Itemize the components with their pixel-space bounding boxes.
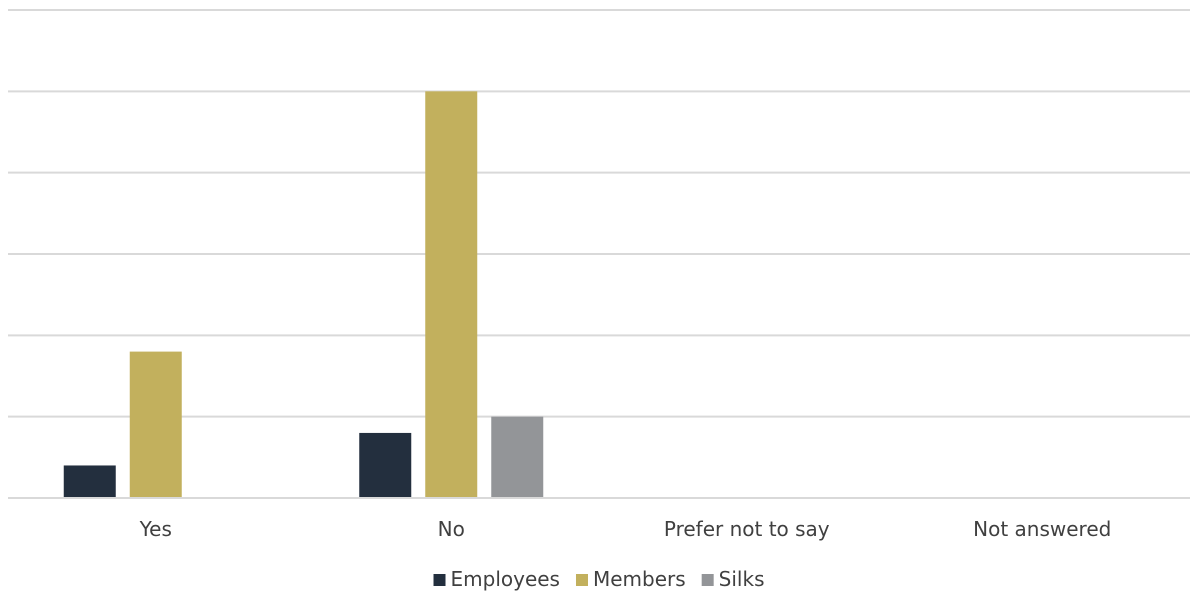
legend-swatch-employees bbox=[433, 574, 446, 586]
x-tick-label: Not answered bbox=[973, 517, 1111, 541]
legend-swatch-members bbox=[575, 574, 588, 586]
x-tick-label: No bbox=[438, 517, 465, 541]
bar-employees-yes bbox=[63, 465, 116, 498]
legend-label: Members bbox=[593, 567, 686, 591]
bar-members-no bbox=[425, 91, 478, 498]
x-tick-label: Yes bbox=[139, 517, 172, 541]
bar-silks-no bbox=[491, 416, 544, 498]
x-axis: Yes No Prefer not to say Not answered bbox=[8, 497, 1190, 541]
legend-label: Employees bbox=[451, 567, 560, 591]
legend: Employees Members Silks bbox=[433, 567, 765, 591]
bar-employees-no bbox=[359, 432, 412, 498]
legend-swatch-silks bbox=[701, 574, 714, 586]
gridlines bbox=[8, 9, 1190, 418]
legend-label: Silks bbox=[719, 567, 765, 591]
bars bbox=[63, 91, 544, 498]
bar-members-yes bbox=[129, 351, 182, 498]
x-tick-label: Prefer not to say bbox=[664, 517, 830, 541]
